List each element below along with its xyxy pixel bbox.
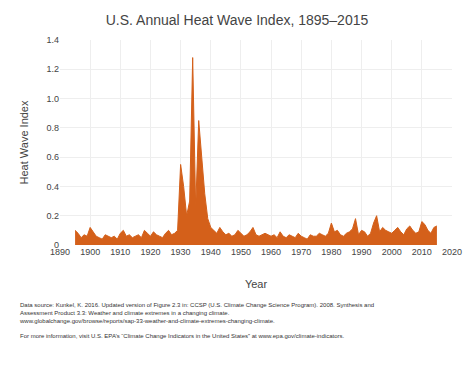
- svg-text:1970: 1970: [291, 247, 311, 257]
- svg-text:0: 0: [54, 240, 59, 250]
- svg-text:2010: 2010: [412, 247, 432, 257]
- svg-text:1.4: 1.4: [46, 35, 59, 45]
- svg-text:1980: 1980: [321, 247, 341, 257]
- svg-text:1950: 1950: [231, 247, 251, 257]
- svg-text:1910: 1910: [110, 247, 130, 257]
- svg-text:Heat Wave Index: Heat Wave Index: [18, 100, 30, 184]
- svg-text:1990: 1990: [352, 247, 372, 257]
- svg-text:0.8: 0.8: [46, 123, 59, 133]
- svg-text:U.S. Annual Heat Wave Index, 1: U.S. Annual Heat Wave Index, 1895–2015: [106, 12, 369, 28]
- svg-text:2020: 2020: [442, 247, 462, 257]
- svg-text:1900: 1900: [80, 247, 100, 257]
- svg-text:0.6: 0.6: [46, 152, 59, 162]
- svg-text:0.4: 0.4: [46, 182, 59, 192]
- svg-text:1.0: 1.0: [46, 94, 59, 104]
- svg-text:1920: 1920: [140, 247, 160, 257]
- svg-text:Year: Year: [245, 278, 268, 290]
- svg-text:1930: 1930: [171, 247, 191, 257]
- svg-text:1940: 1940: [201, 247, 221, 257]
- svg-text:1.2: 1.2: [46, 64, 59, 74]
- svg-text:Data source: Kunkel, K. 2016.: Data source: Kunkel, K. 2016. Updated ve…: [19, 302, 374, 339]
- svg-text:0.2: 0.2: [46, 211, 59, 221]
- svg-text:2000: 2000: [382, 247, 402, 257]
- svg-text:1960: 1960: [261, 247, 281, 257]
- svg-text:1890: 1890: [50, 247, 70, 257]
